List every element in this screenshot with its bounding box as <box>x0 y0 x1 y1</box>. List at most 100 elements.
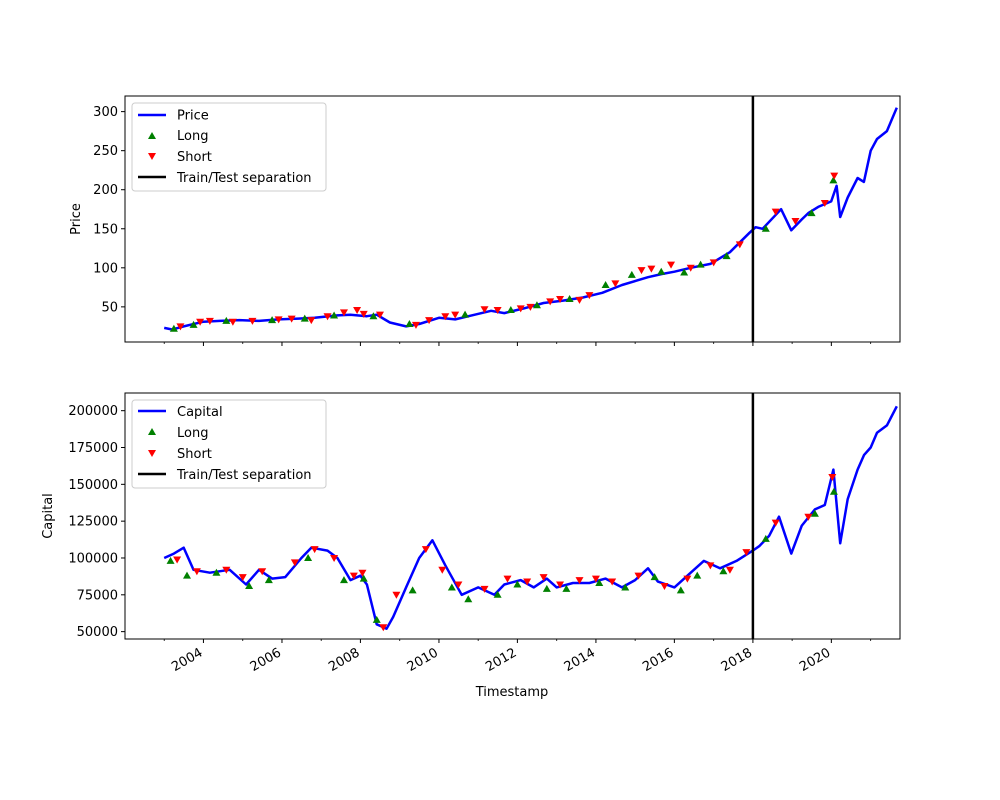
price-long-marker <box>829 176 838 184</box>
price-legend-price-label: Price <box>177 109 209 124</box>
price-short-marker <box>359 310 368 318</box>
price-long-marker <box>189 320 198 328</box>
price-short-marker <box>451 311 460 319</box>
capital-long-marker <box>359 574 368 582</box>
capital-long-marker <box>182 571 191 579</box>
price-long-marker <box>461 310 470 318</box>
price-short-marker <box>611 280 620 288</box>
price-short-marker <box>820 199 829 207</box>
price-short-marker <box>637 267 646 275</box>
capital-long-marker <box>562 584 571 592</box>
capital-short-marker <box>683 575 692 583</box>
capital-y-tick-label: 175000 <box>68 441 118 456</box>
price-short-marker <box>205 317 214 325</box>
capital-y-tick-label: 125000 <box>68 515 118 530</box>
capital-short-marker <box>330 554 339 562</box>
capital-x-tick-label: 2004 <box>169 645 205 675</box>
capital-short-marker <box>310 546 319 554</box>
capital-short-marker <box>634 572 643 580</box>
price-short-marker <box>411 321 420 329</box>
price-legend: Price Long Short Train/Test separation <box>131 102 327 192</box>
capital-long-marker <box>595 579 604 587</box>
price-short-marker <box>493 306 502 314</box>
price-legend-long-marker <box>148 132 156 139</box>
price-long-marker <box>627 270 636 278</box>
price-short-marker <box>339 309 348 317</box>
capital-long-marker <box>676 586 685 594</box>
capital-long-marker <box>447 583 456 591</box>
price-y-tick-label: 300 <box>93 105 118 120</box>
price-short-marker <box>480 306 489 314</box>
price-short-marker <box>274 316 283 324</box>
price-short-marker <box>526 303 535 311</box>
price-plot-layer <box>163 96 898 342</box>
capital-legend-short-marker <box>148 450 156 457</box>
capital-short-marker <box>503 575 512 583</box>
capital-legend-box <box>131 399 327 489</box>
price-short-marker <box>307 317 316 325</box>
capital-short-marker <box>804 513 813 521</box>
price-legend-short-marker <box>148 153 156 160</box>
capital-short-marker <box>421 546 430 554</box>
x-axis-label: Timestamp <box>475 685 549 700</box>
price-short-marker <box>323 313 332 321</box>
capital-short-marker <box>771 519 780 527</box>
capital-axes-frame <box>124 392 901 640</box>
capital-y-tick-label: 100000 <box>68 551 118 566</box>
price-short-marker <box>546 298 555 306</box>
price-y-tick-label: 200 <box>93 183 118 198</box>
price-short-marker <box>248 317 257 325</box>
price-short-marker <box>575 296 584 304</box>
price-long-marker <box>169 324 178 332</box>
capital-x-tick-label: 2008 <box>326 645 362 675</box>
price-y-ticks: 50 100 150 200 250 300 <box>93 105 125 315</box>
capital-long-marker <box>245 581 254 589</box>
capital-legend-short-label: Short <box>177 447 212 462</box>
capital-long-marker <box>166 556 175 564</box>
price-short-marker <box>686 264 695 272</box>
price-long-marker <box>268 316 277 324</box>
price-short-marker <box>585 292 594 300</box>
price-short-marker <box>441 313 450 321</box>
capital-short-marker <box>192 568 201 576</box>
capital-y-axis-label: Capital <box>41 493 56 539</box>
capital-x-tick-label: 2010 <box>405 645 441 675</box>
price-long-marker <box>696 260 705 268</box>
capital-x-tick-label: 2006 <box>248 645 284 675</box>
capital-long-marker <box>264 576 273 584</box>
price-short-marker <box>375 311 384 319</box>
capital-legend-long-label: Long <box>177 426 208 441</box>
capital-short-marker <box>349 572 358 580</box>
capital-long-marker <box>810 509 819 517</box>
capital-short-marker <box>828 473 837 481</box>
price-short-marker <box>667 261 676 269</box>
capital-short-marker <box>539 574 548 582</box>
capital-short-marker <box>392 591 401 599</box>
capital-long-marker <box>408 586 417 594</box>
capital-short-marker <box>725 566 734 574</box>
price-y-axis-label: Price <box>69 203 84 235</box>
capital-x-tick-label: 2016 <box>640 645 676 675</box>
price-long-marker <box>565 295 574 303</box>
price-short-marker <box>425 317 434 325</box>
price-long-marker <box>330 311 339 319</box>
capital-y-tick-label: 50000 <box>77 625 118 640</box>
price-legend-long-label: Long <box>177 129 208 144</box>
capital-short-marker <box>238 574 247 582</box>
capital-short-marker <box>575 577 584 585</box>
capital-legend-separator-label: Train/Test separation <box>176 468 312 483</box>
capital-short-marker <box>480 585 489 593</box>
price-short-marker <box>196 318 205 326</box>
capital-long-marker <box>829 487 838 495</box>
price-long-marker <box>722 252 731 260</box>
capital-short-marker <box>591 575 600 583</box>
price-short-marker <box>516 305 525 313</box>
capital-x-tick-label: 2020 <box>797 645 833 675</box>
price-long-marker <box>405 320 414 328</box>
price-y-tick-label: 50 <box>101 300 118 315</box>
capital-short-marker <box>556 581 565 589</box>
capital-x-tick-label: 2018 <box>719 645 755 675</box>
capital-plot-layer <box>163 393 898 639</box>
capital-long-marker <box>339 576 348 584</box>
